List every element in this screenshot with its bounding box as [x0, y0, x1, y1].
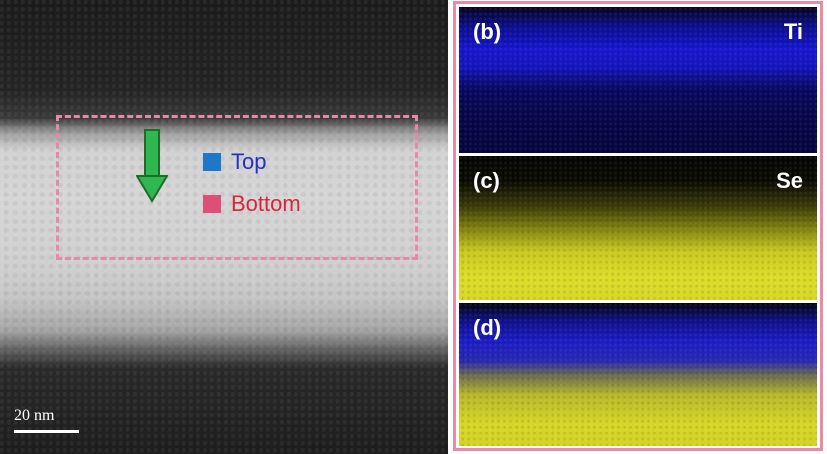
scale-bar-line	[14, 430, 79, 433]
region-of-interest-box	[56, 115, 418, 260]
se-map: (c) Se	[459, 156, 817, 300]
scale-bar-label: 20 nm	[14, 407, 55, 424]
ti-map: (b) Ti	[459, 7, 817, 153]
legend-item-top: Top	[203, 151, 266, 173]
element-label-ti: Ti	[783, 19, 803, 44]
image-texture	[0, 0, 448, 454]
map-texture	[459, 156, 817, 300]
panel-label-c: (c)	[473, 168, 500, 193]
map-texture	[459, 303, 817, 446]
legend-label-top: Top	[231, 149, 267, 174]
stem-image: Top Bottom 20 nm	[0, 0, 448, 454]
overlay-map: (d)	[459, 303, 817, 446]
legend-item-bottom: Bottom	[203, 193, 301, 215]
scale-bar: 20 nm	[14, 408, 79, 433]
panel-label-d: (d)	[473, 315, 502, 340]
legend-label-bottom: Bottom	[231, 191, 301, 216]
legend-swatch-bottom	[203, 195, 221, 213]
down-arrow-icon	[136, 129, 168, 203]
eds-maps-panel: (b) Ti (c) Se (d)	[453, 1, 823, 451]
element-label-se: Se	[776, 168, 803, 193]
panel-label-b: (b)	[473, 19, 502, 44]
legend-swatch-top	[203, 153, 221, 171]
map-texture	[459, 7, 817, 153]
